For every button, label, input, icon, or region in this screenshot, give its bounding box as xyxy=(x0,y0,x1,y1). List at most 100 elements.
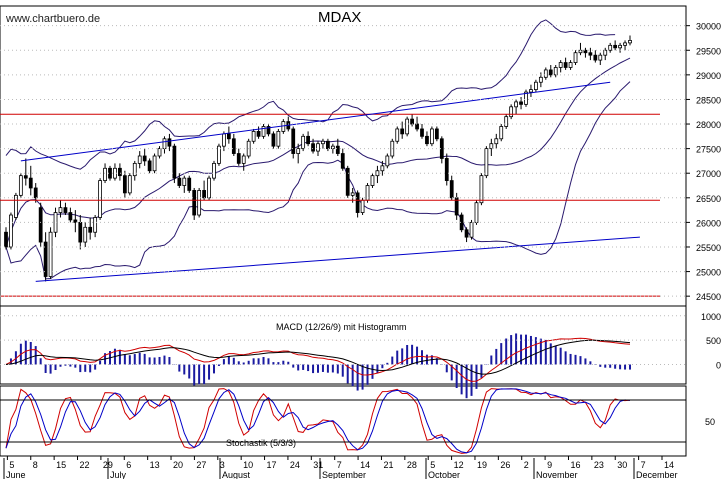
x-tick-label: 13 xyxy=(150,460,160,470)
candle-body xyxy=(504,116,509,127)
candle-body xyxy=(563,62,568,68)
price-tick-label: 27000 xyxy=(696,169,721,179)
candle-body xyxy=(251,131,256,142)
candle-body xyxy=(484,148,489,177)
candle-body xyxy=(395,128,400,142)
candle-body xyxy=(14,194,18,218)
candle-body xyxy=(301,135,306,150)
candle-body xyxy=(603,49,608,56)
price-tick-label: 26500 xyxy=(696,194,721,204)
price-tick-label: 29500 xyxy=(696,46,721,56)
candle-body xyxy=(98,180,102,218)
candle-body xyxy=(623,42,627,46)
candle-body xyxy=(78,221,83,243)
price-tick-label: 26000 xyxy=(696,218,721,228)
macd-tick-label: 500 xyxy=(706,336,721,346)
x-tick-label: 20 xyxy=(173,460,183,470)
candle-body xyxy=(167,138,172,147)
candle-body xyxy=(296,148,301,154)
candle-body xyxy=(266,126,271,135)
x-tick-label: 3 xyxy=(220,460,225,470)
macd-tick-label: 1000 xyxy=(701,312,721,322)
candle-body xyxy=(548,69,553,76)
candle-body xyxy=(380,165,385,172)
candle-body xyxy=(132,162,137,177)
price-tick-label: 25000 xyxy=(696,268,721,278)
candle-body xyxy=(306,135,310,145)
x-tick-label: 27 xyxy=(196,460,206,470)
candle-body xyxy=(514,101,518,108)
candle-body xyxy=(588,52,593,56)
x-tick-label: 14 xyxy=(360,460,370,470)
month-label: October xyxy=(428,470,460,479)
candle-body xyxy=(202,190,206,199)
candle-body xyxy=(524,91,528,105)
candle-body xyxy=(147,160,152,172)
x-tick-label: 8 xyxy=(33,460,38,470)
price-tick-label: 27500 xyxy=(696,145,721,155)
trendline xyxy=(35,236,640,282)
middle-band xyxy=(5,57,631,248)
candle-body xyxy=(350,192,355,196)
candle-body xyxy=(469,221,474,238)
candle-body xyxy=(33,187,38,199)
candle-body xyxy=(509,106,514,118)
candle-body xyxy=(479,175,484,204)
x-tick-label: 19 xyxy=(477,460,487,470)
candle-body xyxy=(83,226,88,243)
x-tick-label: 16 xyxy=(570,460,580,470)
candle-body xyxy=(489,143,494,150)
candle-body xyxy=(38,207,43,243)
candle-body xyxy=(113,167,117,179)
candle-body xyxy=(88,226,93,233)
candle-body xyxy=(519,101,523,105)
candle-body xyxy=(118,167,122,177)
x-tick-label: 26 xyxy=(500,460,510,470)
candle-body xyxy=(618,44,622,49)
candle-body xyxy=(58,207,63,213)
candle-body xyxy=(608,44,613,51)
candle-body xyxy=(162,138,167,150)
candle-body xyxy=(425,135,429,145)
candle-body xyxy=(375,170,380,177)
candle-body xyxy=(613,44,618,49)
x-tick-label: 14 xyxy=(664,460,674,470)
x-tick-label: 9 xyxy=(547,460,552,470)
candle-body xyxy=(4,231,8,248)
candle-body xyxy=(43,241,48,277)
candle-body xyxy=(410,118,414,125)
month-label: August xyxy=(222,470,251,479)
month-label: December xyxy=(636,470,678,479)
x-tick-label: 23 xyxy=(594,460,604,470)
candle-body xyxy=(345,167,350,196)
candle-body xyxy=(9,214,13,248)
stochastic-d-line xyxy=(5,388,631,454)
x-tick-label: 17 xyxy=(267,460,277,470)
candle-body xyxy=(157,148,162,157)
candle-body xyxy=(311,143,315,152)
macd-signal-line xyxy=(5,339,631,375)
candle-body xyxy=(553,67,558,76)
candle-body xyxy=(276,131,281,147)
candle-body xyxy=(28,177,33,189)
candle-body xyxy=(103,167,107,181)
candle-body xyxy=(172,145,177,179)
x-tick-label: 24 xyxy=(290,460,300,470)
trendline xyxy=(20,81,611,162)
candle-body xyxy=(340,153,345,169)
macd-panel xyxy=(0,305,687,385)
candle-body xyxy=(256,131,261,137)
price-tick-label: 25500 xyxy=(696,243,721,253)
chart-title: MDAX xyxy=(318,9,361,26)
candle-body xyxy=(73,219,78,223)
x-tick-label: 6 xyxy=(126,460,131,470)
candle-body xyxy=(326,140,330,150)
candle-body xyxy=(335,145,340,154)
candle-body xyxy=(207,177,211,199)
candle-body xyxy=(360,199,365,213)
price-tick-label: 24500 xyxy=(696,292,721,302)
month-label: June xyxy=(6,470,26,479)
price-tick-label: 28000 xyxy=(696,120,721,130)
x-tick-label: 28 xyxy=(407,460,417,470)
